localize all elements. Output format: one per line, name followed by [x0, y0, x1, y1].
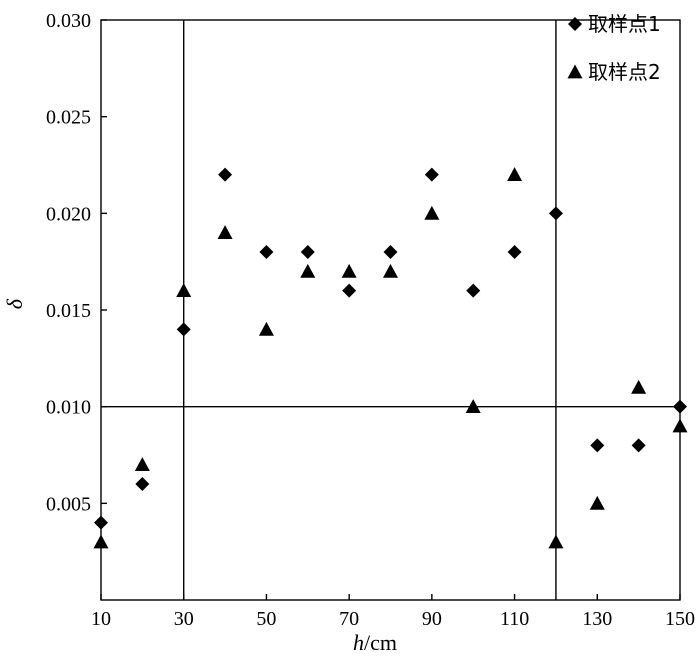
triangle-point	[589, 495, 605, 510]
data-points	[93, 167, 688, 549]
diamond-point	[383, 245, 398, 259]
diamond-point	[259, 245, 274, 259]
legend-label: 取样点2	[588, 60, 661, 84]
diamond-point	[631, 438, 646, 453]
triangle-point	[507, 167, 523, 182]
y-tick-label: 0.020	[46, 203, 91, 225]
x-axis-label-variable: h	[353, 630, 364, 655]
y-tick-label: 0.015	[46, 300, 91, 322]
x-tick-label: 70	[339, 608, 359, 630]
diamond-point	[342, 283, 357, 298]
legend: 取样点1 取样点2	[567, 12, 661, 84]
triangle-point	[672, 418, 688, 433]
y-tick-label: 0.025	[46, 107, 91, 129]
plot-frame	[100, 19, 681, 601]
x-tick-label: 50	[256, 608, 276, 630]
legend-diamond-marker	[568, 17, 582, 31]
x-axis-label: h/cm	[353, 630, 397, 655]
y-tick-label: 0.030	[46, 10, 91, 32]
triangle-point	[341, 263, 357, 278]
y-tick-label: 0.005	[46, 493, 91, 515]
triangle-point	[548, 534, 564, 549]
triangle-point	[134, 457, 150, 472]
series-2	[93, 167, 688, 549]
reference-lines	[101, 20, 680, 600]
diamond-point	[176, 322, 191, 337]
x-tick-label: 130	[582, 608, 612, 630]
diamond-point	[94, 515, 108, 530]
x-tick-label: 90	[422, 608, 442, 630]
diamond-point	[135, 477, 150, 491]
diamond-point	[548, 206, 563, 221]
plot-border	[100, 19, 681, 601]
diamond-point	[507, 245, 522, 259]
triangle-point	[383, 263, 398, 278]
y-axis-label: δ	[2, 298, 27, 309]
y-axis-ticks: 0.005 0.010 0.015 0.020 0.025 0.030	[46, 10, 107, 515]
legend-label: 取样点1	[588, 12, 661, 36]
diamond-point	[673, 399, 687, 414]
legend-triangle-marker	[567, 64, 583, 79]
diamond-point	[466, 283, 481, 298]
triangle-point	[93, 534, 109, 549]
y-tick-label: 0.010	[46, 397, 91, 419]
diamond-point	[300, 245, 315, 259]
diamond-point	[424, 167, 439, 182]
triangle-point	[300, 263, 316, 278]
x-axis-ticks: 10 30 50 70 90 110 130 150	[91, 594, 695, 630]
triangle-point	[258, 321, 274, 336]
x-tick-label: 150	[665, 608, 695, 630]
triangle-point	[217, 225, 233, 240]
x-axis-label-unit: /cm	[364, 630, 397, 655]
series-1	[94, 167, 687, 530]
x-tick-label: 30	[174, 608, 194, 630]
x-tick-label: 110	[500, 608, 529, 630]
diamond-point	[218, 167, 233, 182]
triangle-point	[176, 283, 192, 298]
x-tick-label: 10	[91, 608, 111, 630]
diamond-point	[590, 438, 605, 453]
triangle-point	[424, 205, 440, 220]
triangle-point	[631, 379, 647, 394]
triangle-point	[465, 399, 481, 414]
